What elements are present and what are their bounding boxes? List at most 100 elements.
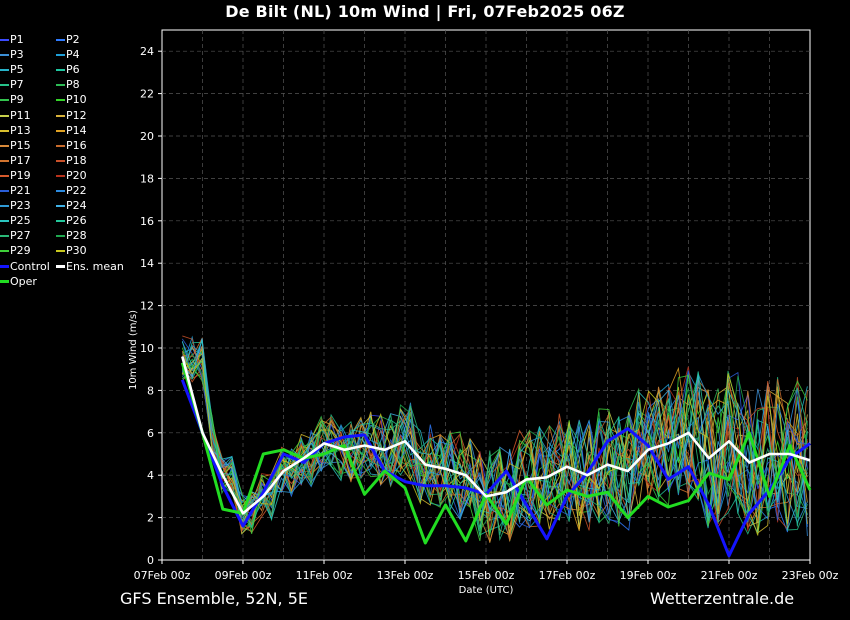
y-tick-label: 0 — [147, 554, 154, 567]
legend-item: P4 — [56, 48, 80, 61]
x-tick-label: 09Feb 00z — [215, 569, 272, 582]
legend-label: P3 — [10, 48, 24, 62]
legend-label: P15 — [10, 138, 31, 152]
legend-label: P18 — [66, 153, 87, 167]
legend-item: P23 — [0, 199, 31, 212]
legend-item: Ens. mean — [56, 260, 124, 273]
legend-item: P10 — [56, 93, 87, 106]
footer-source: GFS Ensemble, 52N, 5E — [120, 589, 308, 608]
y-tick-label: 18 — [140, 172, 154, 185]
y-tick-label: 14 — [140, 257, 154, 270]
legend-label: P25 — [10, 214, 31, 228]
x-tick-label: 13Feb 00z — [377, 569, 434, 582]
y-tick-label: 22 — [140, 88, 154, 101]
legend-label: P21 — [10, 184, 31, 197]
legend-swatch — [0, 129, 9, 132]
legend-label: P8 — [66, 78, 80, 92]
legend-item: P14 — [56, 124, 87, 137]
legend-swatch — [56, 129, 65, 132]
y-tick-label: 6 — [147, 427, 154, 440]
y-tick-label: 2 — [147, 512, 154, 525]
legend-label: P24 — [66, 199, 87, 213]
legend-swatch — [0, 39, 9, 41]
legend-label: P10 — [66, 93, 87, 107]
legend-swatch — [0, 174, 9, 177]
legend-swatch — [56, 99, 65, 102]
member-line — [181, 356, 808, 536]
legend-label: P4 — [66, 48, 80, 62]
legend-label: Oper — [10, 274, 37, 288]
y-tick-label: 8 — [147, 384, 154, 397]
legend-item: P20 — [56, 169, 87, 182]
legend-swatch — [0, 69, 9, 72]
legend-label: P23 — [10, 199, 31, 213]
legend-label: P29 — [10, 244, 31, 258]
legend-label: P2 — [66, 33, 80, 46]
legend: P1 P2 P3 P4 P5 P6 P7 P8 P9 P10 P11 P12 P13 P14 P15 P16 P… — [0, 30, 130, 290]
legend-label: P7 — [10, 78, 24, 92]
legend-label: P22 — [66, 184, 87, 197]
legend-item: P15 — [0, 139, 31, 152]
legend-swatch — [0, 114, 9, 117]
legend-swatch — [56, 190, 65, 192]
legend-label: P1 — [10, 33, 24, 46]
legend-item: P7 — [0, 78, 24, 91]
x-tick-label: 19Feb 00z — [620, 569, 677, 582]
legend-item: Control — [0, 260, 50, 273]
legend-label: P12 — [66, 108, 87, 122]
y-tick-label: 10 — [140, 342, 154, 355]
legend-swatch — [56, 114, 65, 117]
legend-item: P21 — [0, 184, 31, 197]
x-tick-label: 17Feb 00z — [539, 569, 596, 582]
legend-item: P16 — [56, 139, 87, 152]
legend-label: Control — [10, 259, 50, 273]
legend-swatch — [56, 159, 65, 162]
legend-swatch — [0, 265, 9, 268]
legend-swatch — [0, 280, 9, 284]
legend-item: P28 — [56, 229, 87, 242]
legend-swatch — [56, 220, 65, 223]
legend-item: P27 — [0, 229, 31, 242]
legend-item: P3 — [0, 48, 24, 61]
member-line — [181, 338, 808, 529]
legend-swatch — [0, 99, 9, 102]
y-tick-label: 12 — [140, 300, 154, 313]
y-tick-label: 4 — [147, 469, 154, 482]
legend-label: P17 — [10, 153, 31, 167]
legend-swatch — [0, 250, 9, 253]
x-tick-label: 15Feb 00z — [458, 569, 515, 582]
legend-swatch — [56, 69, 65, 72]
x-tick-label: 23Feb 00z — [782, 569, 839, 582]
legend-swatch — [56, 250, 65, 253]
legend-swatch — [56, 84, 65, 87]
x-axis-label: Date (UTC) — [459, 585, 514, 596]
y-tick-label: 16 — [140, 215, 154, 228]
legend-label: P20 — [66, 168, 87, 182]
legend-swatch — [56, 39, 65, 41]
series-line-oper — [180, 362, 812, 545]
legend-swatch — [0, 159, 9, 162]
legend-item: Oper — [0, 275, 37, 288]
series-line-control — [180, 379, 811, 558]
legend-swatch — [0, 84, 9, 87]
series-line-ens-mean — [181, 356, 811, 515]
legend-item: P8 — [56, 78, 80, 91]
legend-swatch — [56, 174, 65, 177]
legend-item: P12 — [56, 109, 87, 122]
y-tick-label: 24 — [140, 45, 154, 58]
member-line — [182, 348, 808, 538]
legend-label: P14 — [66, 123, 87, 137]
legend-item: P9 — [0, 93, 24, 106]
footer-brand: Wetterzentrale.de — [650, 589, 795, 608]
legend-item: P26 — [56, 214, 87, 227]
legend-item: P17 — [0, 154, 31, 167]
legend-label: P5 — [10, 63, 24, 77]
legend-label: P11 — [10, 108, 31, 122]
legend-item: P2 — [56, 33, 80, 46]
legend-label: P9 — [10, 93, 24, 107]
legend-item: P19 — [0, 169, 31, 182]
legend-item: P30 — [56, 244, 87, 257]
legend-label: P19 — [10, 168, 31, 182]
chart-title: De Bilt (NL) 10m Wind | Fri, 07Feb2025 0… — [225, 2, 625, 21]
legend-swatch — [56, 265, 65, 268]
